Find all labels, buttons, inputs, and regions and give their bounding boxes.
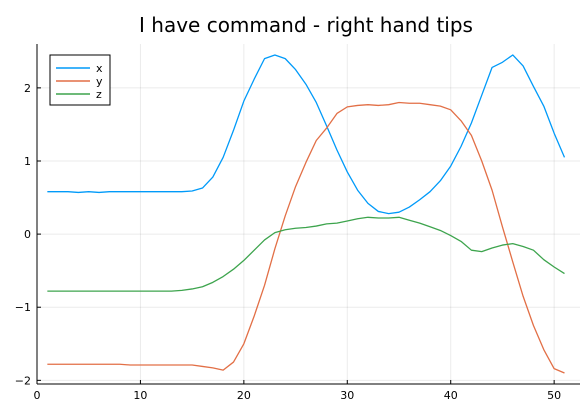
series-lines	[47, 54, 566, 374]
legend-label-z: z	[96, 88, 102, 101]
series-line-z	[47, 216, 565, 292]
x-tick-label: 20	[237, 389, 251, 402]
x-tick-label: 30	[340, 389, 354, 402]
legend-label-y: y	[96, 75, 103, 88]
y-tick-label: 2	[24, 82, 31, 95]
x-tick-label: 10	[133, 389, 147, 402]
series-line-y	[47, 101, 565, 374]
legend-label-x: x	[96, 62, 103, 75]
series-line-x	[47, 54, 566, 215]
legend: xyz	[49, 54, 111, 106]
y-tick-label: −2	[15, 374, 31, 387]
chart-title: I have command - right hand tips	[139, 13, 473, 37]
axes: 0 10 20 30 40 50 −2 −1 0 1 2	[15, 44, 580, 402]
y-tick-label: 1	[24, 155, 31, 168]
x-tick-label: 40	[444, 389, 458, 402]
y-tick-label: 0	[24, 228, 31, 241]
y-tick-label: −1	[15, 301, 31, 314]
legend-box	[49, 54, 111, 106]
x-tick-label: 0	[34, 389, 41, 402]
x-tick-label: 50	[547, 389, 561, 402]
